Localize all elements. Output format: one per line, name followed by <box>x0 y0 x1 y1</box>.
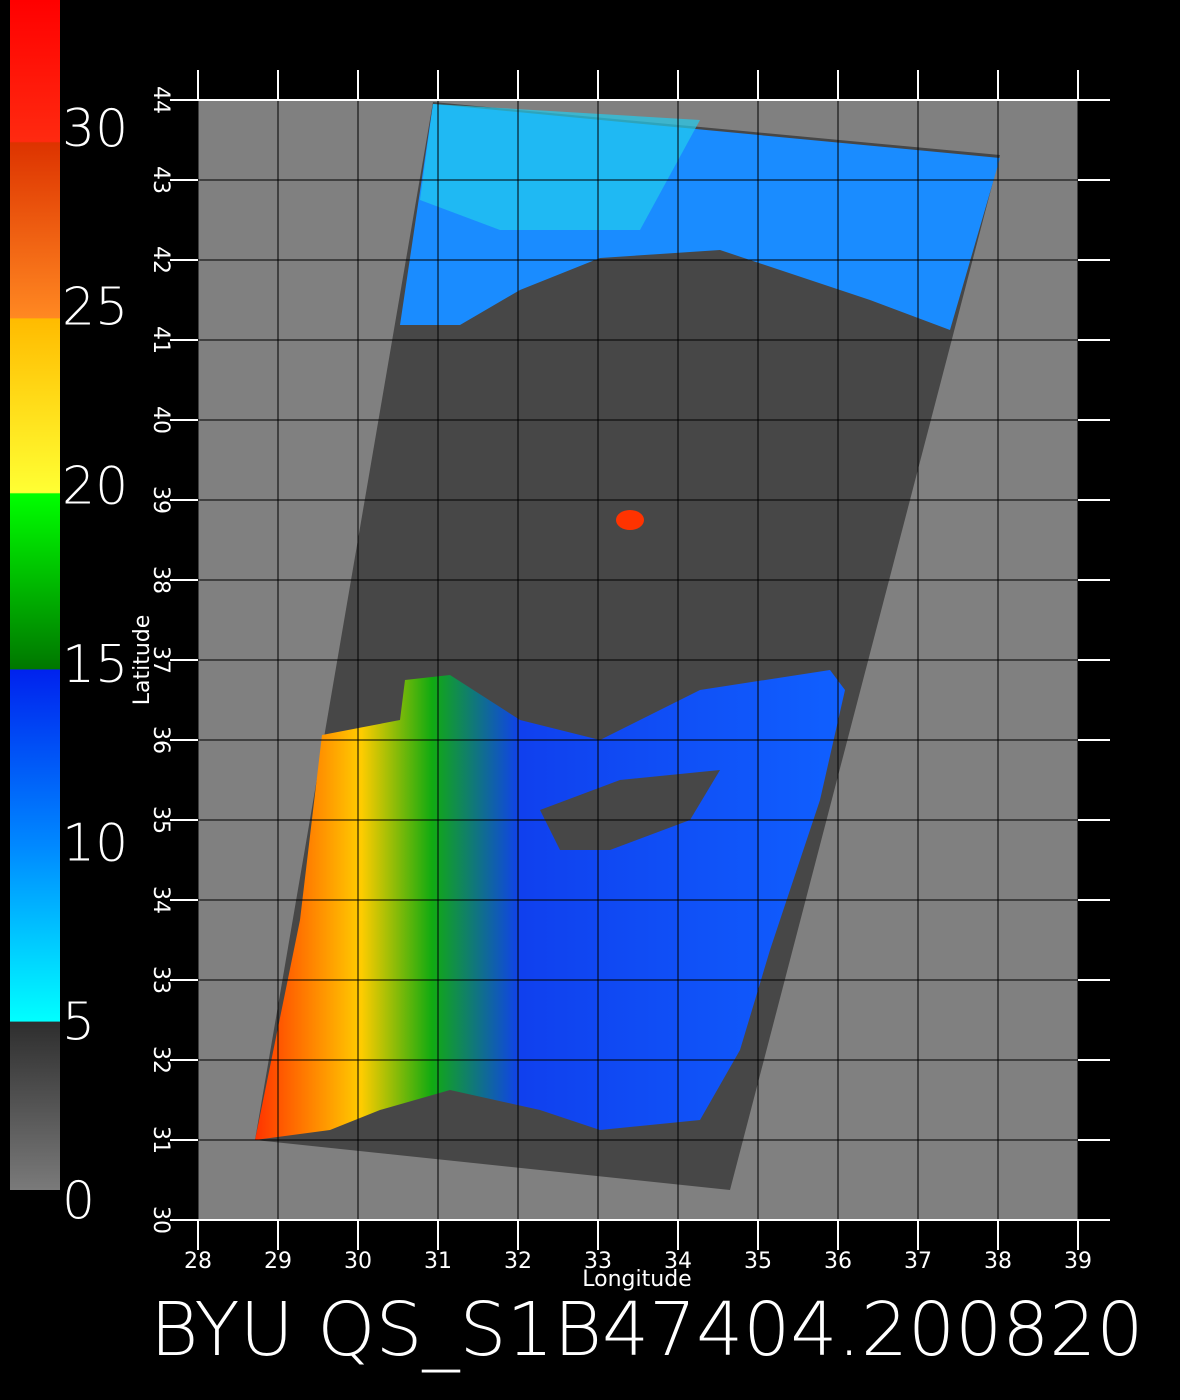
y-tick-label: 42 <box>148 246 173 274</box>
y-tick-label: 39 <box>148 486 173 514</box>
y-axis-label: Latitude <box>130 615 155 706</box>
x-tick-label: 39 <box>1064 1249 1092 1274</box>
colorbar-label: 25 <box>62 278 128 338</box>
y-tick-label: 30 <box>148 1206 173 1234</box>
x-tick-label: 38 <box>984 1249 1012 1274</box>
x-tick-label: 37 <box>904 1249 932 1274</box>
x-tick-label: 30 <box>344 1249 372 1274</box>
colorbar-label: 5 <box>62 992 95 1052</box>
x-axis-label: Longitude <box>582 1267 691 1292</box>
colorbar-label: 15 <box>62 635 128 695</box>
x-tick-label: 29 <box>264 1249 292 1274</box>
y-tick-label: 44 <box>148 86 173 114</box>
x-tick-label: 28 <box>184 1249 212 1274</box>
y-tick-label: 37 <box>148 646 173 674</box>
colorbar-label: 30 <box>62 99 128 159</box>
y-tick-label: 34 <box>148 886 173 914</box>
cyprus <box>540 770 720 850</box>
title: BYU QS_S1B47404.200820 <box>150 1287 1143 1373</box>
colorbar <box>10 0 60 1190</box>
colorbar-label: 10 <box>62 814 128 874</box>
y-tick-label: 36 <box>148 726 173 754</box>
y-tick-label: 31 <box>148 1126 173 1154</box>
x-tick-label: 34 <box>664 1249 692 1274</box>
y-tick-label: 40 <box>148 406 173 434</box>
y-tick-label: 41 <box>148 326 173 354</box>
x-tick-label: 36 <box>824 1249 852 1274</box>
colorbar-label: 20 <box>62 456 128 516</box>
x-tick-label: 31 <box>424 1249 452 1274</box>
y-tick-label: 32 <box>148 1046 173 1074</box>
y-tick-label: 35 <box>148 806 173 834</box>
x-tick-label: 32 <box>504 1249 532 1274</box>
y-tick-label: 33 <box>148 966 173 994</box>
x-tick-label: 33 <box>584 1249 612 1274</box>
y-tick-label: 43 <box>148 166 173 194</box>
black-sea-shallow <box>420 104 700 230</box>
y-tick-label: 38 <box>148 566 173 594</box>
colorbar-label: 0 <box>62 1171 95 1231</box>
x-tick-label: 35 <box>744 1249 772 1274</box>
lake <box>616 510 644 530</box>
